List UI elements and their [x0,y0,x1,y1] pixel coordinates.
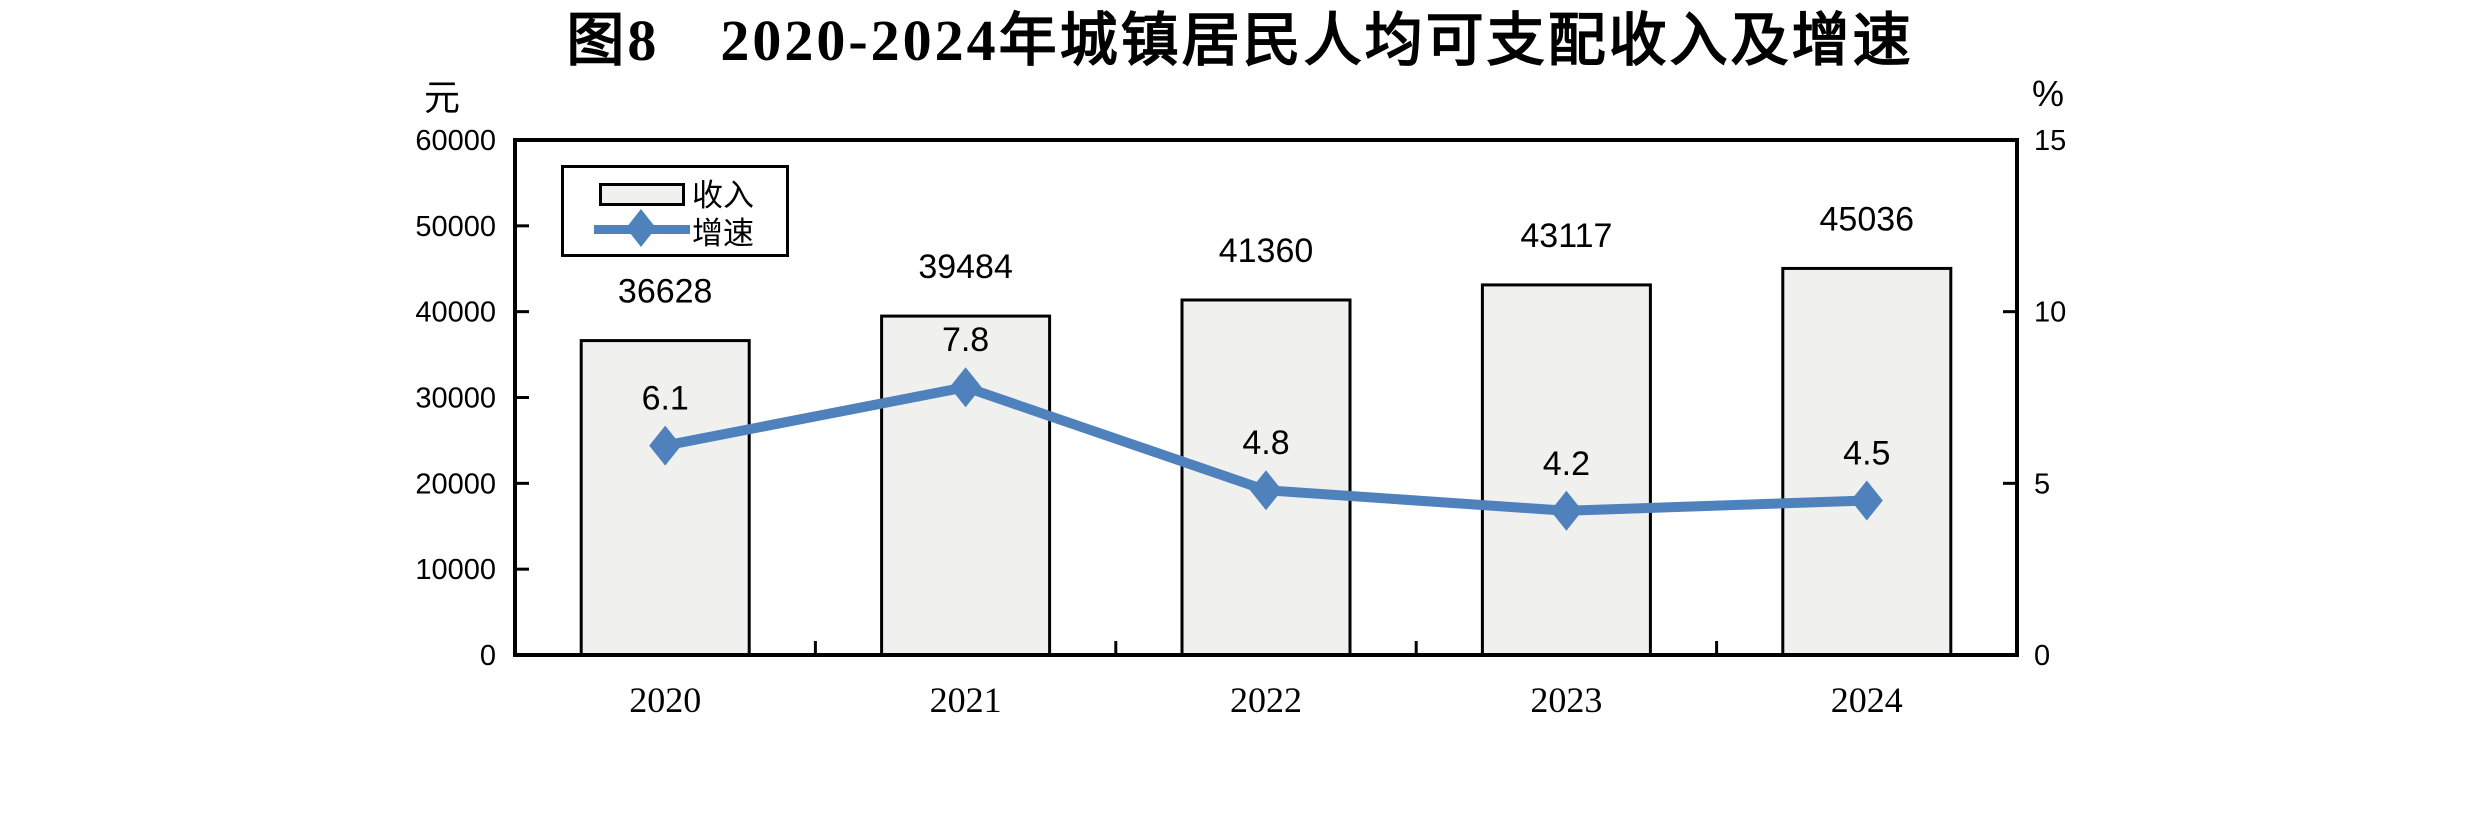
income-value-label: 41360 [1219,232,1314,270]
left-axis-tick-label: 10000 [415,554,496,586]
growth-value-label: 4.8 [1242,424,1289,462]
x-axis-category-label: 2024 [1831,680,1903,720]
legend: 收入 增速 [561,165,789,257]
legend-label-growth: 增速 [692,216,754,251]
x-axis-category-label: 2021 [930,680,1002,720]
x-axis-category-label: 2022 [1230,680,1302,720]
right-axis-tick-label: 0 [2034,640,2050,672]
right-axis-tick-label: 10 [2034,297,2066,329]
growth-diamond-marker-icon [649,425,682,466]
diamond-marker-icon [626,209,656,247]
left-axis-tick-label: 50000 [415,211,496,243]
left-axis-tick-label: 30000 [415,383,496,415]
chart-title: 图8 2020-2024年城镇居民人均可支配收入及增速 [566,8,1914,73]
x-axis-category-label: 2020 [629,680,701,720]
income-bar-2023 [1480,283,1652,657]
right-axis-tick-label: 5 [2034,468,2050,500]
income-bar-2021 [880,314,1052,657]
left-axis-tick-label: 0 [480,640,496,672]
growth-diamond-marker-icon [949,367,982,408]
income-value-label: 45036 [1820,200,1915,238]
legend-label-income: 收入 [692,178,754,213]
left-axis-tick-label: 20000 [415,468,496,500]
growth-value-label: 4.2 [1543,445,1590,483]
income-bar-2024 [1781,266,1953,657]
left-axis-tick-label: 40000 [415,297,496,329]
income-bar-2020 [579,339,751,657]
left-axis-tick-label: 60000 [415,125,496,157]
growth-diamond-marker-icon [1550,490,1583,531]
income-value-label: 39484 [918,248,1013,286]
left-axis-unit-label: 元 [424,78,461,118]
growth-value-label: 4.5 [1843,435,1890,473]
right-axis-tick-label: 15 [2034,125,2066,157]
right-axis-unit-label: % [2032,73,2065,114]
growth-diamond-marker-icon [1250,470,1282,511]
growth-value-label: 7.8 [942,321,989,359]
income-value-label: 43117 [1520,217,1612,255]
growth-value-label: 6.1 [642,380,689,418]
x-axis-category-label: 2023 [1530,680,1602,720]
income-bar-swatch-icon [599,183,685,206]
growth-diamond-marker-icon [1850,480,1883,521]
income-value-label: 36628 [618,273,713,311]
